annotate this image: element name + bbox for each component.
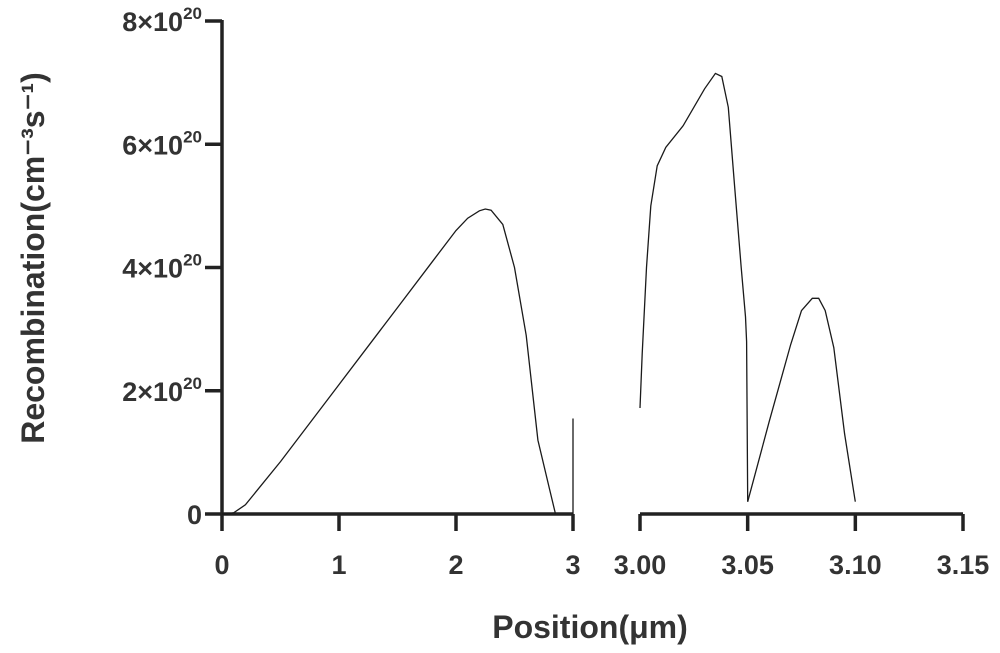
y-tick-label: 0: [187, 500, 202, 530]
x-axis-title: Position(μm): [492, 609, 688, 645]
x-tick-label: 2: [448, 550, 463, 580]
x-tick-label: 3.15: [937, 550, 990, 580]
x-tick-label: 3: [565, 550, 580, 580]
x-tick-label: 3.00: [614, 550, 667, 580]
y-axis-title: Recombination(cm⁻³s⁻¹): [15, 72, 51, 444]
recombination-series-line: [222, 208, 557, 515]
recombination-series-line: [639, 72, 749, 502]
x-tick-label: 0: [214, 550, 229, 580]
x-tick-label: 3.05: [721, 550, 774, 580]
x-axis-right-segment: 3.00 3.05 3.10 3.15: [614, 512, 990, 580]
y-axis: 0 2×1020 4×1020 6×1020 8×1020: [122, 4, 224, 530]
y-tick-label: 4×1020: [122, 251, 202, 284]
x-axis-left-segment: 0 1 2 3: [214, 512, 581, 580]
x-tick-label: 1: [331, 550, 346, 580]
series-layer: [222, 72, 856, 515]
recombination-series-line: [747, 297, 856, 502]
y-tick-label: 2×1020: [122, 374, 202, 407]
y-tick-label: 8×1020: [122, 4, 202, 37]
x-tick-label: 3.10: [829, 550, 882, 580]
y-tick-label: 6×1020: [122, 127, 202, 160]
